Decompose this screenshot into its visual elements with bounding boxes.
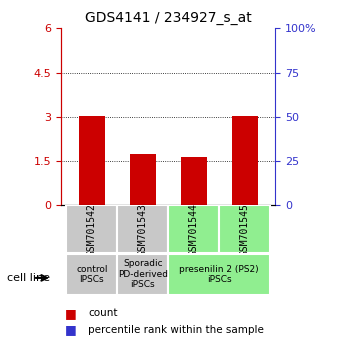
Text: GSM701542: GSM701542 — [87, 203, 97, 256]
Text: control
IPSCs: control IPSCs — [76, 265, 107, 284]
Text: cell line: cell line — [7, 273, 50, 283]
Text: GSM701543: GSM701543 — [138, 203, 148, 256]
Text: presenilin 2 (PS2)
iPSCs: presenilin 2 (PS2) iPSCs — [180, 265, 259, 284]
Text: GSM701545: GSM701545 — [240, 203, 250, 256]
FancyBboxPatch shape — [117, 254, 168, 295]
FancyBboxPatch shape — [66, 205, 117, 253]
Title: GDS4141 / 234927_s_at: GDS4141 / 234927_s_at — [85, 11, 252, 24]
Bar — [181, 156, 207, 205]
Text: GSM701544: GSM701544 — [189, 203, 199, 256]
FancyBboxPatch shape — [117, 205, 168, 253]
Text: count: count — [88, 308, 118, 318]
Bar — [130, 154, 156, 205]
Text: ■: ■ — [65, 307, 76, 320]
Text: percentile rank within the sample: percentile rank within the sample — [88, 325, 264, 335]
Text: Sporadic
PD-derived
iPSCs: Sporadic PD-derived iPSCs — [118, 259, 168, 289]
Bar — [232, 116, 258, 205]
Text: ■: ■ — [65, 324, 76, 336]
FancyBboxPatch shape — [66, 254, 117, 295]
Bar — [79, 116, 105, 205]
FancyBboxPatch shape — [168, 254, 270, 295]
FancyBboxPatch shape — [219, 205, 270, 253]
FancyBboxPatch shape — [168, 205, 219, 253]
